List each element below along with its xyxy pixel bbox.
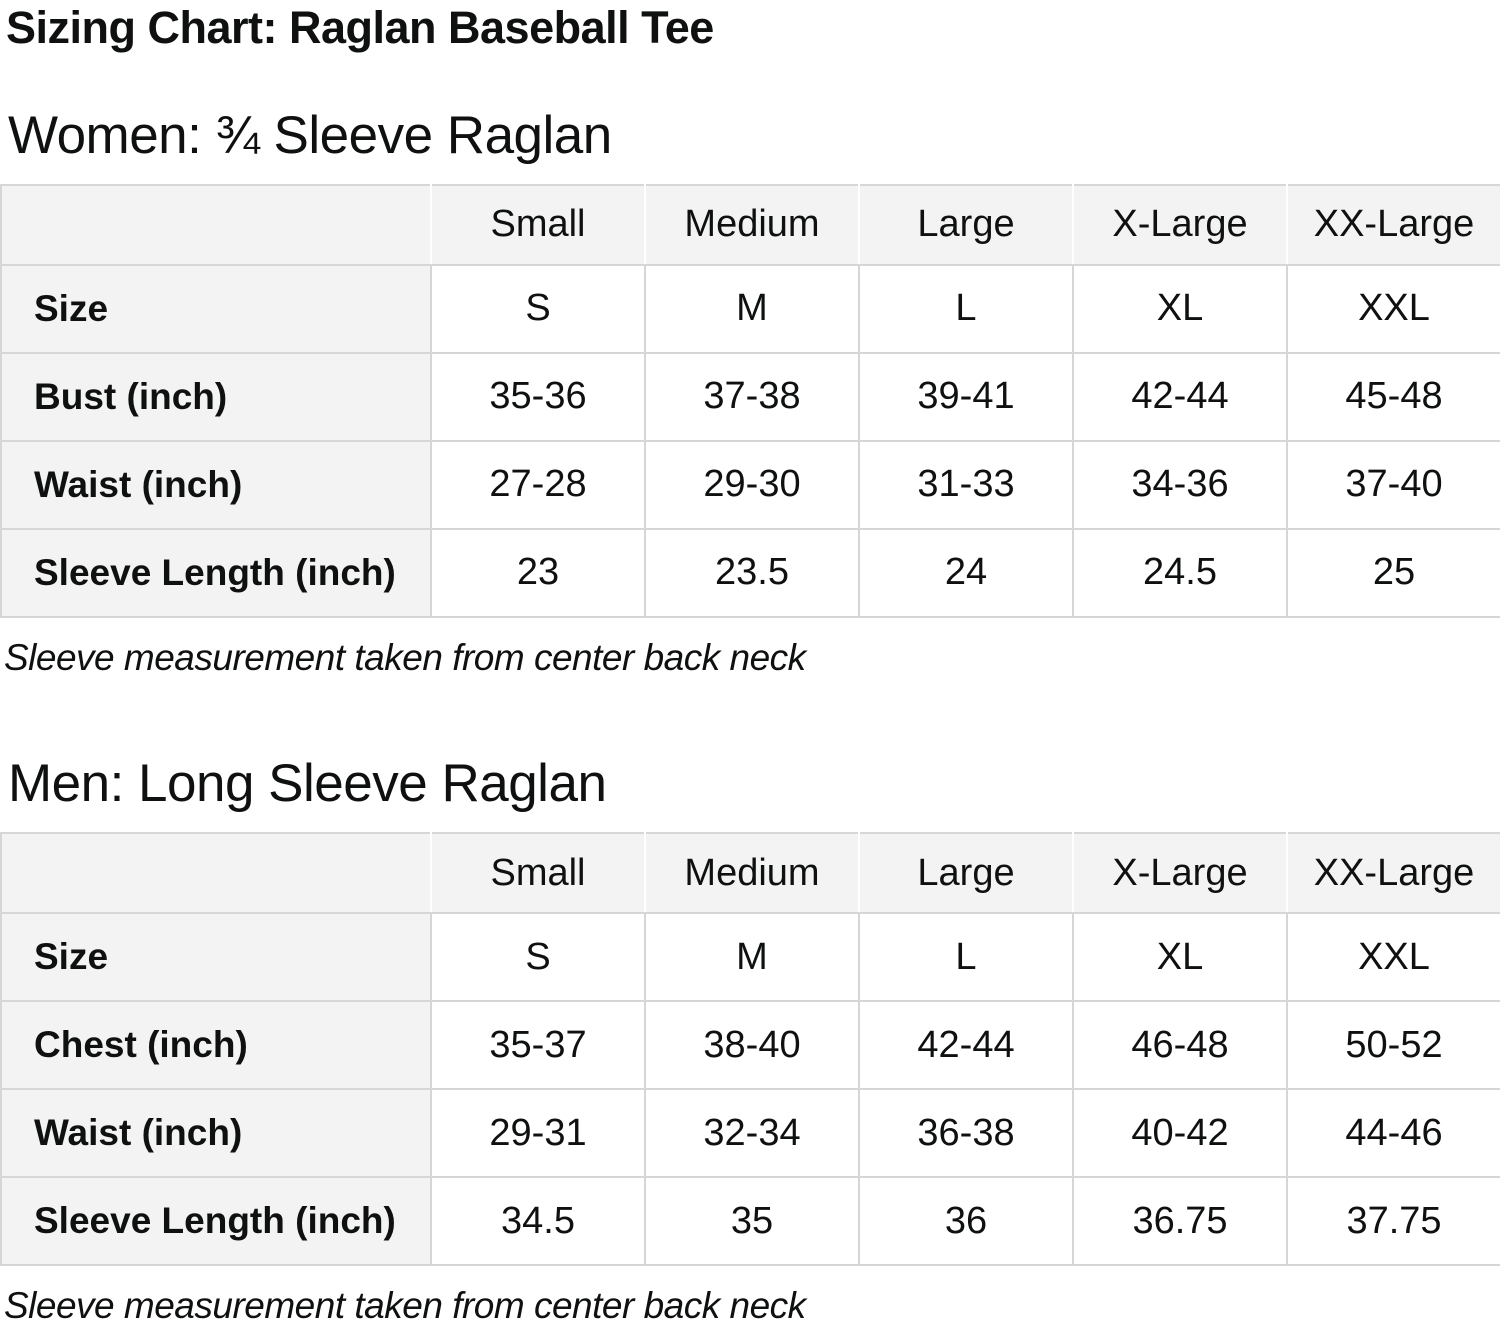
column-header: Medium [644,832,860,915]
men-section-heading: Men: Long Sleeve Raglan [8,754,607,814]
column-header: Medium [644,183,860,266]
table-row: Waist (inch) 27-28 29-30 31-33 34-36 37-40 [0,439,1500,530]
section-women: Women: ¾ Sleeve Raglan Small Medium Large X… [0,104,1500,680]
size-value-cell: XL [1072,912,1288,1003]
size-value-cell: 35-36 [430,351,646,442]
size-value-cell: 25 [1286,527,1500,618]
column-header: Small [430,183,646,266]
size-value-cell: 36.75 [1072,1176,1288,1267]
size-value-cell: XL [1072,263,1288,354]
women-sizing-table: Small Medium Large X-Large XX-Large Size S M L XL… [0,183,1500,618]
size-value-cell: 32-34 [644,1088,860,1179]
size-value-cell: 23.5 [644,527,860,618]
size-value-cell: 37-38 [644,351,860,442]
size-value-cell: L [858,263,1074,354]
column-header: X-Large [1072,183,1288,266]
table-header-row: Small Medium Large X-Large XX-Large [0,832,1500,915]
size-value-cell: L [858,912,1074,1003]
row-label: Sleeve Length (inch) [0,1176,432,1267]
row-label: Waist (inch) [0,439,432,530]
size-value-cell: 29-30 [644,439,860,530]
size-value-cell: 34-36 [1072,439,1288,530]
row-label: Sleeve Length (inch) [0,527,432,618]
row-label: Bust (inch) [0,351,432,442]
size-value-cell: 27-28 [430,439,646,530]
section-men: Men: Long Sleeve Raglan Small Medium Large… [0,752,1500,1328]
size-value-cell: 34.5 [430,1176,646,1267]
size-value-cell: 42-44 [1072,351,1288,442]
corner-cell [0,832,432,915]
size-value-cell: 24.5 [1072,527,1288,618]
column-header: XX-Large [1286,183,1500,266]
size-value-cell: 24 [858,527,1074,618]
table-row: Chest (inch) 35-37 38-40 42-44 46-48 50-52 [0,1000,1500,1091]
size-value-cell: 31-33 [858,439,1074,530]
table-row: Sleeve Length (inch) 23 23.5 24 24.5 25 [0,527,1500,618]
men-sleeve-note: Sleeve measurement taken from center bac… [4,1285,806,1327]
size-value-cell: XXL [1286,912,1500,1003]
table-row: Size S M L XL XXL [0,912,1500,1003]
size-value-cell: 44-46 [1286,1088,1500,1179]
size-value-cell: 37-40 [1286,439,1500,530]
size-value-cell: 39-41 [858,351,1074,442]
size-value-cell: 23 [430,527,646,618]
table-row: Bust (inch) 35-36 37-38 39-41 42-44 45-48 [0,351,1500,442]
column-header: Large [858,183,1074,266]
size-value-cell: 50-52 [1286,1000,1500,1091]
women-section-heading: Women: ¾ Sleeve Raglan [8,105,612,165]
column-header: Large [858,832,1074,915]
size-value-cell: M [644,263,860,354]
row-label: Size [0,912,432,1003]
table-header-row: Small Medium Large X-Large XX-Large [0,183,1500,266]
size-value-cell: M [644,912,860,1003]
size-value-cell: 36-38 [858,1088,1074,1179]
women-sleeve-note: Sleeve measurement taken from center bac… [4,636,806,678]
table-row: Size S M L XL XXL [0,263,1500,354]
column-header: X-Large [1072,832,1288,915]
size-value-cell: 38-40 [644,1000,860,1091]
men-sizing-table: Small Medium Large X-Large XX-Large Size S M L XL… [0,832,1500,1267]
size-value-cell: S [430,912,646,1003]
table-row: Waist (inch) 29-31 32-34 36-38 40-42 44-46 [0,1088,1500,1179]
size-value-cell: 35-37 [430,1000,646,1091]
row-label: Size [0,263,432,354]
table-row: Sleeve Length (inch) 34.5 35 36 36.75 37.75 [0,1176,1500,1267]
column-header: XX-Large [1286,832,1500,915]
size-value-cell: 40-42 [1072,1088,1288,1179]
size-value-cell: 35 [644,1176,860,1267]
size-value-cell: 37.75 [1286,1176,1500,1267]
size-value-cell: XXL [1286,263,1500,354]
corner-cell [0,183,432,266]
size-value-cell: S [430,263,646,354]
row-label: Chest (inch) [0,1000,432,1091]
column-header: Small [430,832,646,915]
size-value-cell: 45-48 [1286,351,1500,442]
size-value-cell: 29-31 [430,1088,646,1179]
size-value-cell: 46-48 [1072,1000,1288,1091]
page-title: Sizing Chart: Raglan Baseball Tee [6,2,714,53]
size-value-cell: 36 [858,1176,1074,1267]
row-label: Waist (inch) [0,1088,432,1179]
size-value-cell: 42-44 [858,1000,1074,1091]
